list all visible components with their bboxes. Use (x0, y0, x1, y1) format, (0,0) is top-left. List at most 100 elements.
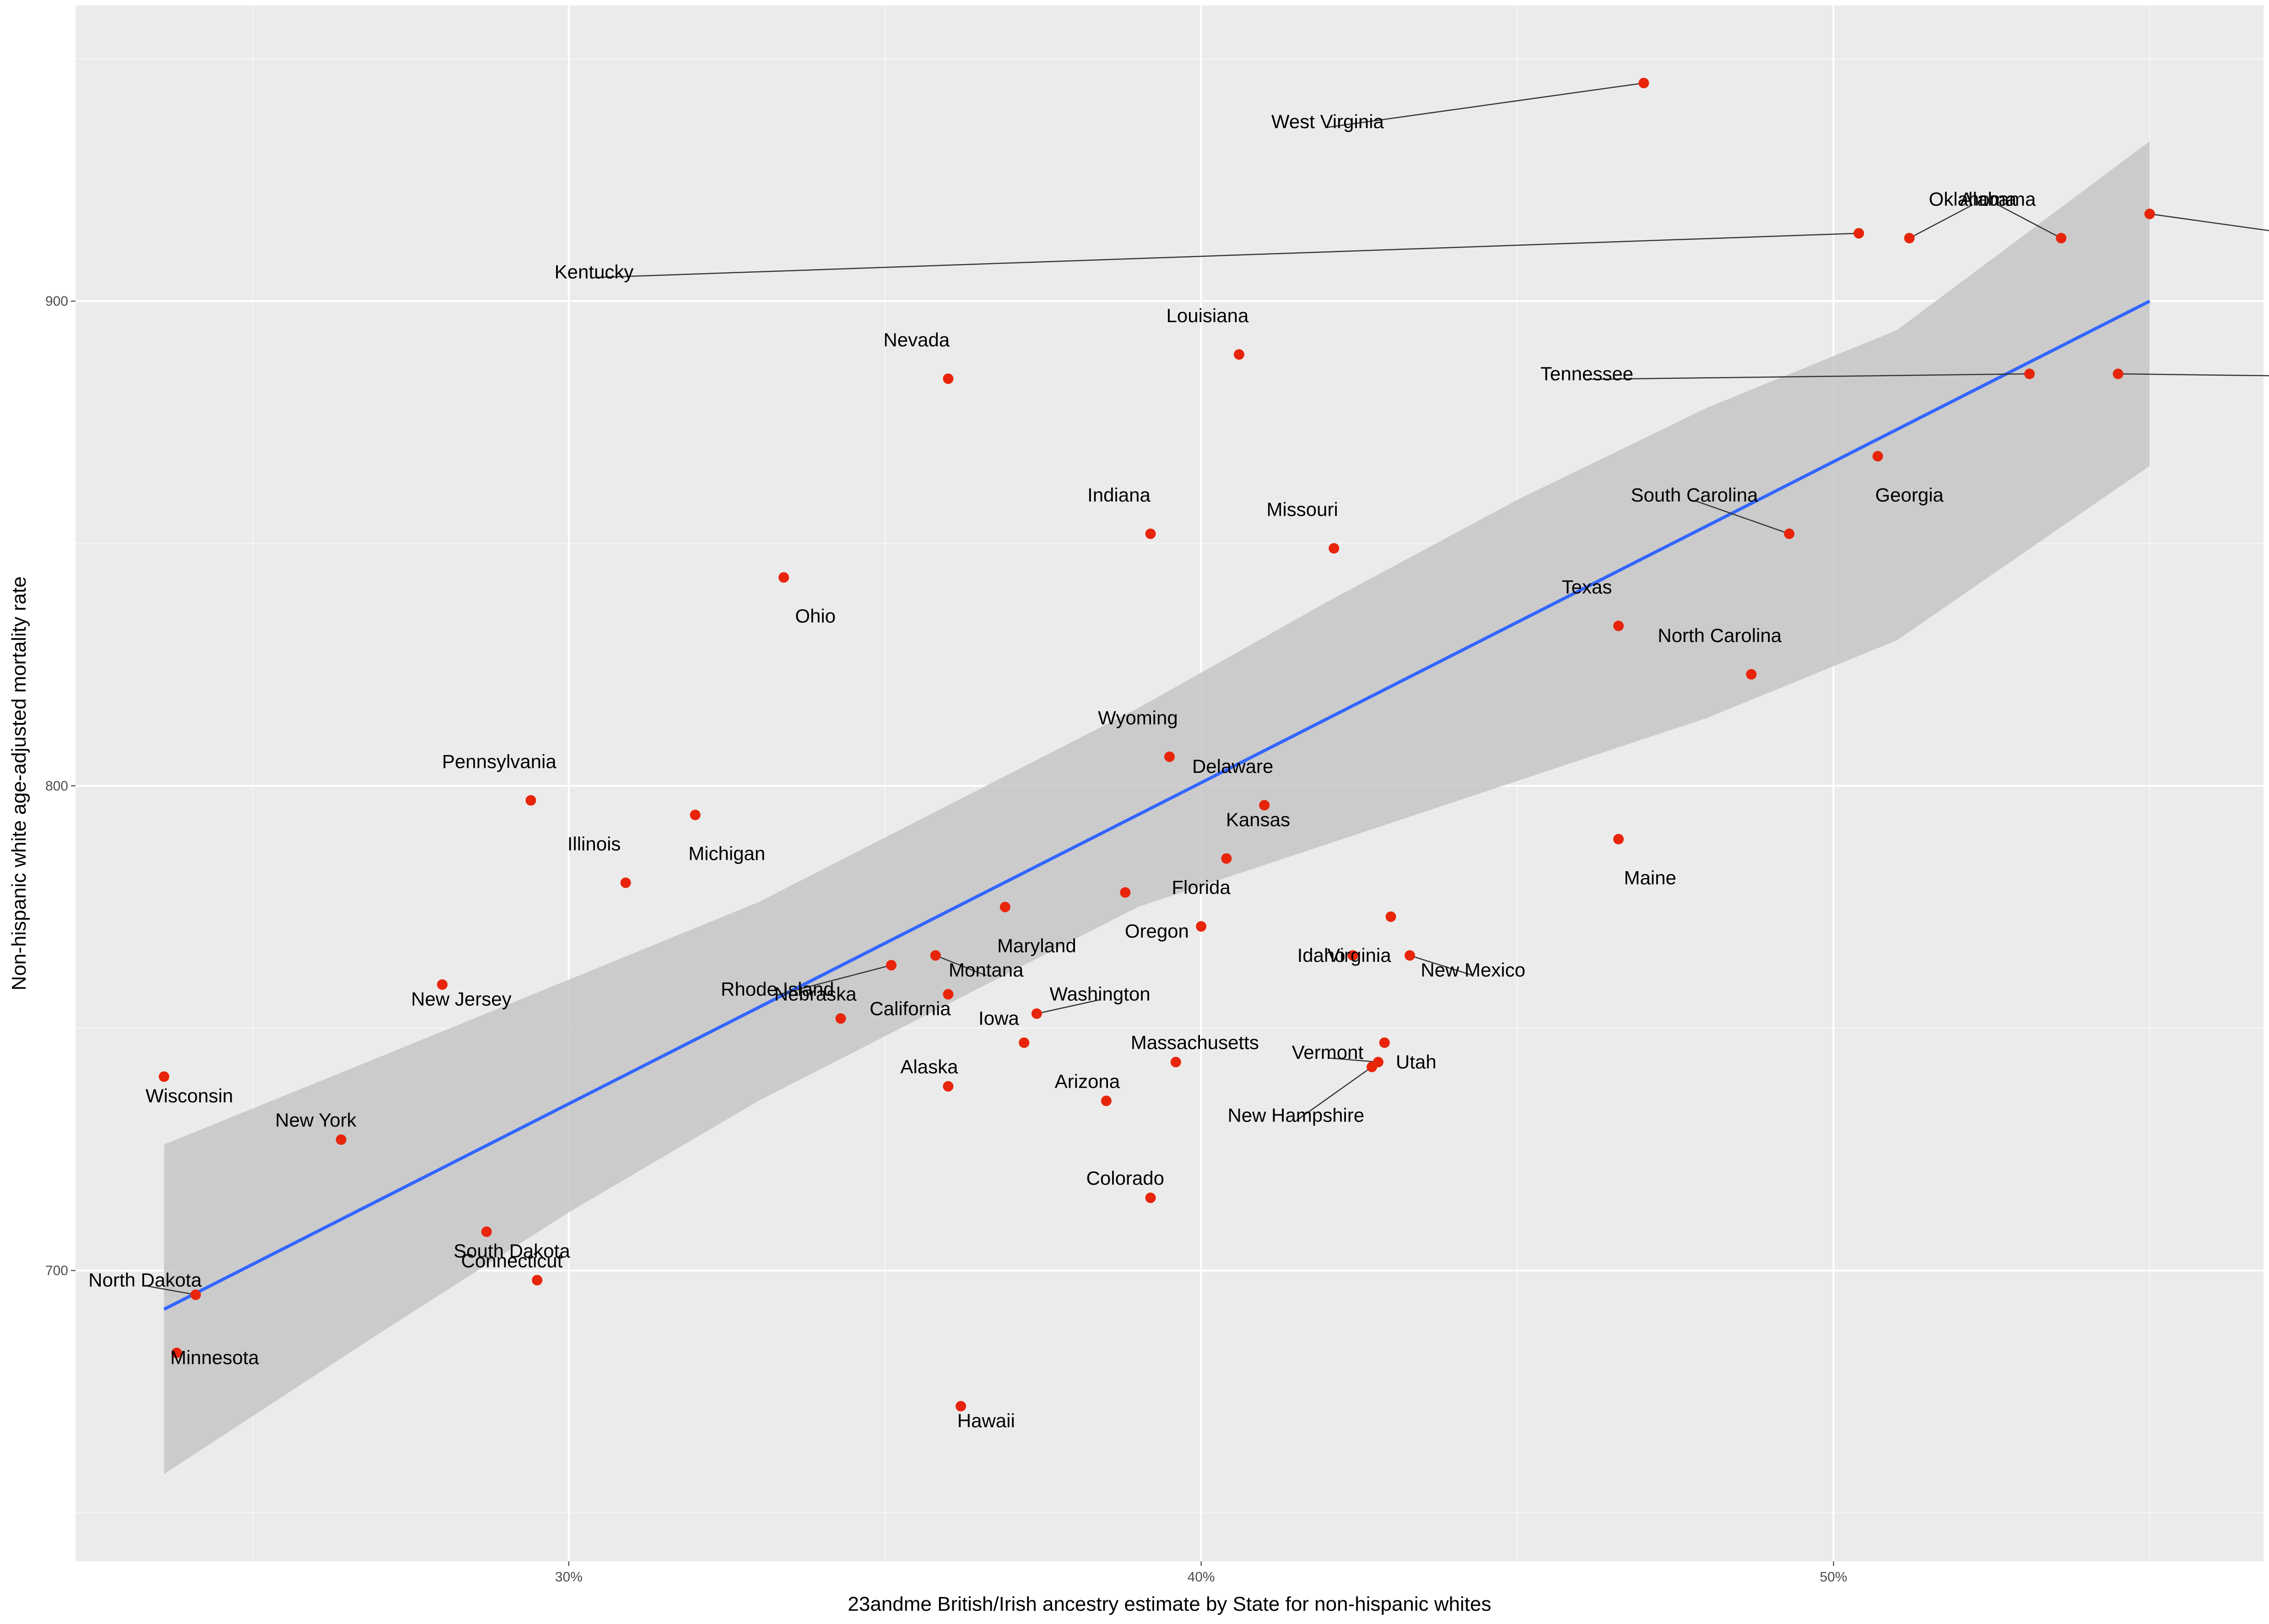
label-nebraska: Nebraska (774, 983, 857, 1005)
point-virginia (1385, 911, 1396, 922)
leader-line-montana (935, 955, 987, 976)
label-north-carolina: North Carolina (1658, 625, 1782, 646)
label-rhode-island: Rhode Island (721, 978, 834, 1000)
label-new-jersey: New Jersey (411, 988, 511, 1009)
label-washington: Washington (1049, 983, 1150, 1005)
point-tennessee (2024, 368, 2035, 379)
label-nevada: Nevada (883, 329, 950, 351)
leader-line-washington (1037, 999, 1100, 1014)
point-maine (1613, 834, 1624, 845)
point-missouri (1329, 543, 1340, 554)
leader-line-tennessee (1587, 373, 2030, 380)
point-georgia (1872, 451, 1883, 462)
point-nevada (943, 373, 954, 384)
y-tick-label: 800 (45, 778, 68, 793)
point-florida (1196, 921, 1207, 932)
point-colorado (1145, 1192, 1156, 1203)
x-axis-title: 23andme British/Irish ancestry estimate … (848, 1593, 1491, 1615)
regression-line (163, 299, 2150, 1311)
point-idaho (1347, 950, 1358, 961)
label-missouri: Missouri (1266, 499, 1338, 520)
point-louisiana (1233, 349, 1244, 360)
point-alabama (2056, 232, 2067, 243)
leader-line-new-hampshire (1296, 1066, 1372, 1122)
leader-line-oklahoma (1909, 204, 1973, 239)
label-virginia: Virginia (1327, 944, 1391, 966)
point-hawaii (956, 1401, 967, 1412)
label-georgia: Georgia (1875, 484, 1944, 506)
label-illinois: Illinois (567, 833, 621, 854)
point-oregon (1120, 887, 1131, 898)
label-wisconsin: Wisconsin (146, 1085, 233, 1106)
label-new-hampshire: New Hampshire (1227, 1105, 1364, 1126)
leader-line-new-mexico (1410, 955, 1474, 976)
point-connecticut (532, 1275, 543, 1286)
label-texas: Texas (1562, 576, 1612, 598)
leader-line-north-dakota (145, 1285, 196, 1295)
leader-line-kentucky (594, 232, 1859, 278)
point-texas (1613, 620, 1624, 631)
point-delaware (1259, 800, 1270, 811)
label-oklahoma: Oklahoma (1929, 189, 2017, 210)
label-iowa: Iowa (978, 1008, 1019, 1029)
point-utah (1379, 1037, 1390, 1048)
point-south-carolina (1784, 529, 1795, 540)
leader-line-west-virginia (1327, 82, 1644, 128)
label-wyoming: Wyoming (1098, 707, 1178, 728)
x-tick-label: 30% (555, 1570, 583, 1585)
point-nebraska (835, 1013, 846, 1024)
label-indiana: Indiana (1087, 484, 1151, 506)
label-minnesota: Minnesota (170, 1347, 259, 1368)
point-washington (1031, 1008, 1042, 1019)
point-new-hampshire (1367, 1062, 1378, 1073)
label-idaho: Idaho (1297, 944, 1345, 966)
label-california: California (870, 998, 951, 1020)
point-alaska (943, 1081, 954, 1092)
point-pennsylvania (525, 795, 536, 806)
point-north-carolina (1746, 669, 1757, 680)
point-new-jersey (437, 979, 448, 990)
leader-line-arkansas (2118, 373, 2269, 377)
point-west-virginia (1638, 77, 1649, 88)
label-leader-lines (145, 82, 2269, 1295)
point-arizona (1101, 1095, 1112, 1106)
label-arizona: Arizona (1055, 1070, 1120, 1092)
point-north-dakota (190, 1289, 201, 1300)
label-new-mexico: New Mexico (1421, 959, 1525, 981)
label-massachusetts: Massachusetts (1131, 1032, 1259, 1053)
label-michigan: Michigan (688, 843, 765, 864)
label-pennsylvania: Pennsylvania (442, 750, 556, 772)
point-ohio (778, 572, 789, 583)
point-rhode-island (886, 960, 897, 971)
label-delaware: Delaware (1192, 755, 1273, 777)
point-wyoming (1164, 751, 1175, 762)
leader-line-mississippi (2150, 213, 2269, 232)
label-hawaii: Hawaii (957, 1410, 1015, 1431)
point-maryland (999, 901, 1010, 912)
label-connecticut: Connecticut (461, 1250, 563, 1271)
label-florida: Florida (1172, 877, 1231, 898)
label-louisiana: Louisiana (1167, 305, 1249, 326)
point-minnesota (171, 1348, 182, 1359)
label-alabama: Alabama (1960, 189, 2036, 210)
point-kansas (1221, 853, 1232, 864)
leader-line-alabama (1998, 204, 2062, 239)
label-ohio: Ohio (795, 605, 836, 627)
label-montana: Montana (949, 959, 1024, 981)
point-labels: West VirginiaMississippiKentuckyOklahoma… (88, 111, 2036, 1431)
point-indiana (1145, 529, 1156, 540)
label-west-virginia: West Virginia (1271, 111, 1384, 132)
leader-line-vermont (1327, 1057, 1378, 1063)
point-illinois (620, 877, 631, 888)
y-tick-label: 900 (45, 294, 68, 309)
label-maryland: Maryland (997, 935, 1076, 956)
point-new-york (335, 1134, 346, 1145)
label-tennessee: Tennessee (1540, 363, 1633, 384)
label-utah: Utah (1396, 1051, 1437, 1073)
label-vermont: Vermont (1292, 1041, 1364, 1063)
label-alaska: Alaska (900, 1056, 958, 1078)
y-axis-ticks: 700 800 900 (45, 294, 76, 1278)
point-california (943, 989, 954, 1000)
label-new-york: New York (275, 1109, 357, 1131)
